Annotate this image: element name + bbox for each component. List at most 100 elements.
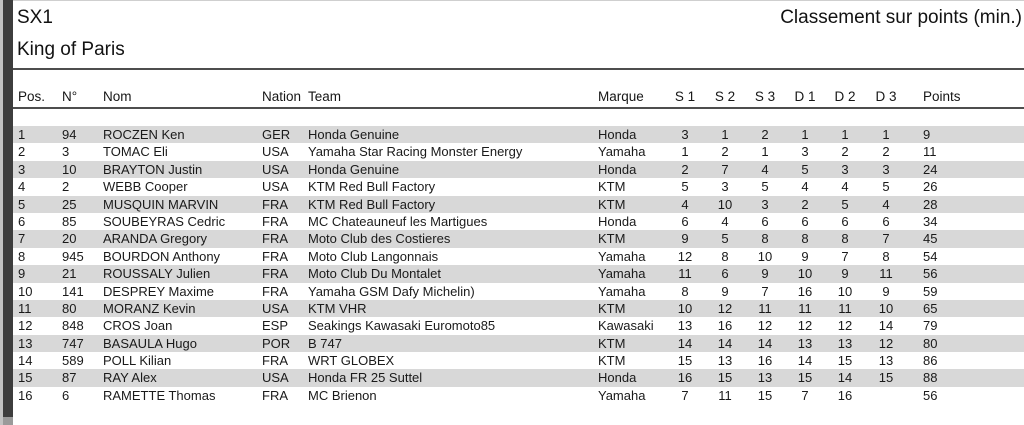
cell-pos: 10 — [18, 283, 33, 299]
cell-name: BASAULA Hugo — [103, 335, 197, 351]
cell-d1: 10 — [797, 266, 813, 282]
cell-s1: 16 — [677, 370, 693, 386]
cell-marque: KTM — [598, 353, 626, 369]
cell-s2: 13 — [717, 353, 733, 369]
cell-team: WRT GLOBEX — [308, 353, 395, 369]
cell-pos: 1 — [18, 127, 26, 142]
cell-num: 6 — [62, 387, 70, 403]
cell-s2: 2 — [721, 144, 729, 160]
cell-s1: 3 — [681, 127, 689, 142]
scan-edge-bar — [3, 0, 13, 417]
page-left-edge — [0, 0, 3, 425]
cell-points: 86 — [923, 353, 938, 369]
cell-team: Yamaha GSM Dafy Michelin) — [308, 283, 475, 299]
cell-team: Yamaha Star Racing Monster Energy — [308, 144, 523, 160]
table-row: 13 747 BASAULA Hugo POR B 747 KTM 14 14 14 13 13 12… — [13, 334, 1024, 353]
cell-num: 10 — [62, 161, 77, 177]
cell-pos: 15 — [18, 370, 33, 386]
cell-d3: 7 — [882, 231, 890, 247]
cell-num: 25 — [62, 196, 77, 212]
cell-nation: USA — [262, 161, 289, 177]
header-cell-s3: S 3 — [754, 89, 776, 104]
cell-nation: FRA — [262, 231, 288, 247]
cell-d1: 4 — [801, 179, 809, 195]
cell-pos: 14 — [18, 353, 33, 369]
header-cell-d2: D 2 — [834, 89, 856, 104]
cell-d3: 1 — [882, 127, 890, 142]
scan-edge-bar-fade — [3, 417, 13, 425]
cell-nation: FRA — [262, 353, 288, 369]
cell-nation: USA — [262, 144, 289, 160]
results-table-header: Pos. N° Nom Nation Team Marque S 1 S 2 S 3 D 1 D 2… — [13, 88, 1024, 106]
cell-name: ROCZEN Ken — [103, 127, 185, 142]
cell-points: 26 — [923, 179, 938, 195]
cell-points: 54 — [923, 248, 938, 264]
cell-num: 141 — [62, 283, 84, 299]
header-cell-nation: Nation — [262, 89, 302, 104]
cell-pos: 5 — [18, 196, 26, 212]
table-row: 11 80 MORANZ Kevin USA KTM VHR KTM 10 12 11 11 11 1… — [13, 299, 1024, 318]
cell-points: 56 — [923, 266, 938, 282]
cell-d3: 6 — [882, 213, 890, 229]
cell-d3: 15 — [878, 370, 894, 386]
cell-d2: 15 — [837, 353, 853, 369]
table-row: 6 85 SOUBEYRAS Cedric FRA MC Chateauneuf les… — [13, 213, 1024, 230]
header-cell-s2: S 2 — [714, 89, 736, 104]
cell-team: KTM Red Bull Factory — [308, 179, 436, 195]
cell-s2: 8 — [721, 248, 729, 264]
cell-team: Honda Genuine — [308, 161, 400, 177]
cell-d2: 14 — [837, 370, 853, 386]
cell-s1: 10 — [677, 300, 693, 316]
cell-marque: Kawasaki — [598, 318, 654, 334]
cell-marque: KTM — [598, 231, 626, 247]
cell-s3: 15 — [757, 387, 773, 403]
table-row: 16 6 RAMETTE Thomas FRA MC Brienon Yamaha 7 11 1… — [13, 387, 1024, 404]
cell-points: 56 — [923, 387, 938, 403]
cell-s2: 3 — [721, 179, 729, 195]
cell-d1: 14 — [797, 353, 813, 369]
cell-name: RAMETTE Thomas — [103, 387, 216, 403]
cell-name: MORANZ Kevin — [103, 300, 196, 316]
cell-points: 34 — [923, 213, 938, 229]
cell-num: 3 — [62, 144, 70, 160]
cell-s3: 8 — [761, 231, 769, 247]
cell-d2: 11 — [838, 300, 852, 316]
cell-d3: 12 — [878, 335, 894, 351]
cell-s1: 13 — [677, 318, 693, 334]
cell-pos: 16 — [18, 387, 33, 403]
cell-marque: Yamaha — [598, 387, 646, 403]
cell-d1: 16 — [797, 283, 813, 299]
header-cell-num: N° — [62, 89, 78, 104]
cell-marque: KTM — [598, 179, 626, 195]
cell-nation: FRA — [262, 387, 288, 403]
cell-nation: FRA — [262, 248, 288, 264]
table-row: 9 21 ROUSSALY Julien FRA Moto Club Du Montal… — [13, 265, 1024, 283]
header-cell-d3: D 3 — [875, 89, 897, 104]
cell-nation: FRA — [262, 266, 288, 282]
cell-d2: 6 — [841, 213, 849, 229]
cell-nation: GER — [262, 127, 291, 142]
cell-s3: 16 — [757, 353, 773, 369]
cell-s3: 14 — [757, 335, 773, 351]
cell-s2: 4 — [721, 213, 729, 229]
cell-team: Seakings Kawasaki Euromoto85 — [308, 318, 496, 334]
cell-d1: 1 — [801, 127, 809, 142]
cell-pos: 9 — [18, 266, 26, 282]
cell-num: 848 — [62, 318, 84, 334]
header-cell-team: Team — [308, 89, 342, 104]
cell-d1: 13 — [797, 335, 813, 351]
cell-s3: 9 — [761, 266, 769, 282]
cell-num: 85 — [62, 213, 77, 229]
cell-points: 45 — [923, 231, 938, 247]
cell-team: KTM VHR — [308, 300, 367, 316]
cell-num: 747 — [62, 335, 84, 351]
cell-s1: 9 — [681, 231, 689, 247]
cell-d3: 10 — [878, 300, 894, 316]
cell-d2: 16 — [837, 387, 853, 403]
cell-marque: Yamaha — [598, 283, 646, 299]
cell-points: 88 — [923, 370, 938, 386]
header-divider-top — [13, 68, 1024, 70]
cell-team: B 747 — [308, 335, 342, 351]
table-row: 10 141 DESPREY Maxime FRA Yamaha GSM Dafy Mi… — [13, 283, 1024, 300]
cell-d2: 8 — [841, 231, 849, 247]
